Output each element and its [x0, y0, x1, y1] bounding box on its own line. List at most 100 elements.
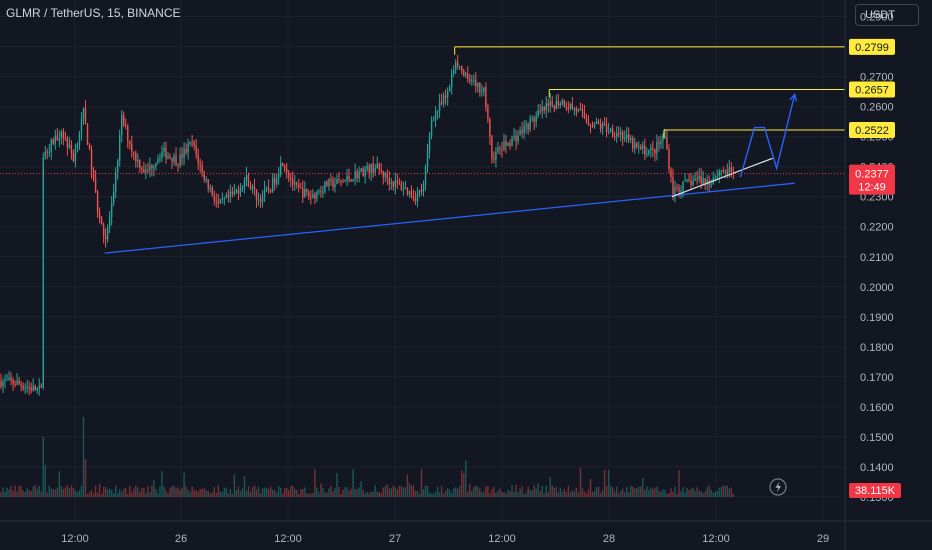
volume-bar: [652, 488, 654, 497]
volume-bar: [628, 492, 630, 497]
support-trendline[interactable]: [104, 182, 795, 254]
candle-body: [26, 387, 28, 389]
volume-bar: [513, 492, 515, 497]
candle-body: [102, 224, 105, 236]
projection-path[interactable]: [739, 94, 796, 178]
volume-bar: [688, 490, 690, 497]
volume-bar: [521, 486, 523, 497]
candle-body: [654, 149, 656, 154]
volume-bar: [257, 486, 260, 497]
volume-bar: [137, 487, 139, 497]
level-price-tag: [849, 122, 895, 139]
drawing-annotations[interactable]: [0, 46, 845, 254]
volume-bar: [634, 488, 636, 497]
volume-bar: [290, 486, 292, 497]
ascending-trendline[interactable]: [671, 157, 773, 198]
volume-bar: [376, 491, 378, 497]
candle-body: [589, 124, 592, 126]
candle-body: [390, 181, 393, 184]
candle-body: [181, 154, 183, 159]
candle-body: [527, 123, 529, 130]
volume-bar: [70, 485, 73, 497]
x-tick-label: 12:00: [488, 533, 516, 545]
lightning-icon[interactable]: [769, 478, 787, 496]
candle-body: [438, 101, 441, 111]
candle-body: [185, 149, 187, 153]
volume-bar: [656, 486, 658, 497]
y-tick-label: 0.1600: [860, 402, 894, 414]
candle-body: [338, 179, 340, 181]
candle-body: [424, 166, 427, 185]
candle-body: [203, 171, 205, 180]
volume-bar: [571, 490, 574, 497]
volume-bar: [428, 492, 431, 497]
volume-bar: [225, 487, 228, 497]
volume-bar: [251, 487, 254, 497]
candle-body: [388, 178, 391, 184]
volume-bar: [48, 485, 50, 497]
volume-bar: [229, 488, 232, 497]
volume-bar: [420, 468, 423, 497]
candle-body: [475, 79, 477, 87]
y-tick-label: 0.1900: [860, 312, 894, 324]
candle-body: [511, 137, 513, 147]
candle-body: [292, 179, 294, 185]
candle-body: [209, 187, 211, 189]
volume-bar: [40, 491, 42, 497]
volume-bar: [285, 487, 288, 497]
candle-body: [660, 141, 662, 145]
volume-bar: [80, 485, 83, 497]
candlesticks[interactable]: [0, 54, 735, 396]
volume-bar: [424, 485, 427, 497]
symbol-title[interactable]: GLMR / TetherUS, 15, BINANCE: [6, 6, 181, 20]
volume-bar: [205, 490, 207, 497]
volume-bar: [217, 485, 219, 497]
level-price-tag: [849, 81, 895, 98]
candle-body: [326, 181, 328, 187]
volume-bar: [114, 485, 117, 497]
volume-bar: [4, 491, 6, 497]
volume-bars: [0, 417, 735, 497]
candle-body: [457, 62, 459, 67]
candle-body: [374, 168, 376, 173]
candle-body: [636, 143, 638, 148]
volume-bar: [261, 488, 264, 497]
candle-body: [700, 175, 702, 184]
candle-body: [412, 196, 415, 199]
volume-bar: [591, 491, 594, 497]
volume-bar: [159, 486, 161, 497]
candle-body: [611, 128, 614, 136]
volume-bar: [400, 486, 403, 497]
currency-button[interactable]: USDT: [855, 4, 919, 26]
candle-body: [529, 118, 531, 130]
candle-body: [273, 177, 276, 184]
volume-bar: [58, 471, 61, 497]
volume-bar: [613, 491, 616, 497]
candle-body: [348, 176, 350, 180]
volume-bar: [497, 490, 499, 497]
candle-body: [555, 100, 557, 110]
volume-bar: [549, 477, 551, 497]
candle-body: [225, 194, 228, 199]
volume-bar: [575, 488, 578, 497]
candle-body: [366, 165, 368, 170]
candle-body: [459, 65, 461, 67]
candle-body: [298, 184, 300, 188]
volume-bar: [543, 493, 545, 497]
volume-bar: [332, 491, 334, 497]
time-axis[interactable]: 12:00 26 12:00 27 12:00 28 12:00 29: [61, 533, 829, 545]
candle-body: [533, 117, 535, 123]
candle-body: [104, 235, 107, 240]
candle-body: [465, 73, 467, 76]
candle-body: [400, 183, 403, 190]
candle-body: [125, 125, 127, 127]
candle-body: [728, 167, 731, 175]
volume-bar: [372, 491, 374, 497]
candle-body: [378, 163, 380, 171]
volume-bar: [177, 487, 179, 497]
candle-body: [78, 132, 81, 145]
candle-body: [344, 180, 346, 182]
volume-bar: [668, 493, 670, 497]
